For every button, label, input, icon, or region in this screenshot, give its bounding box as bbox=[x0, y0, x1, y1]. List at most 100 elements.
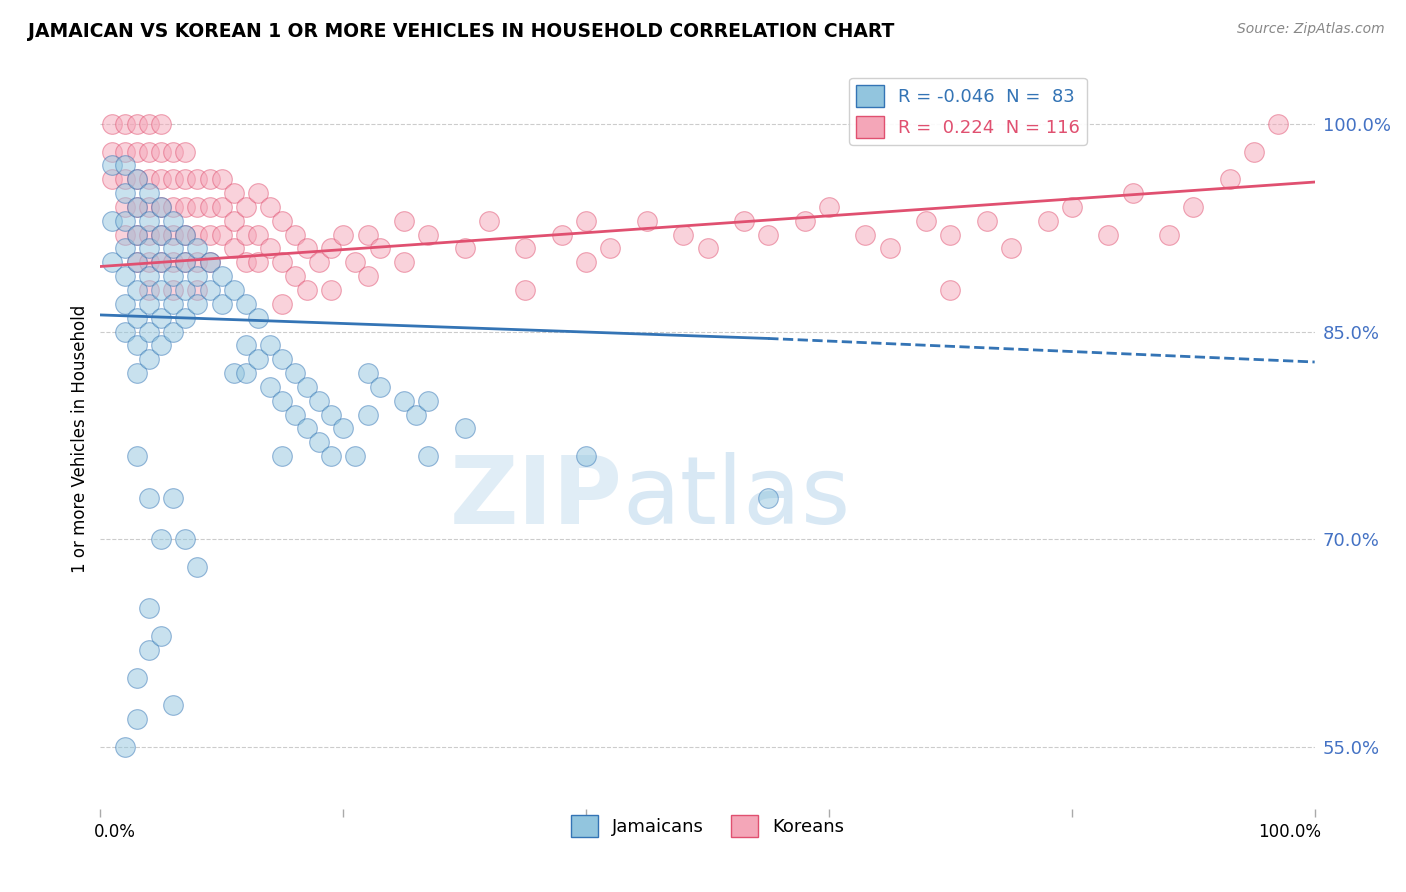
Point bbox=[150, 255, 173, 269]
Point bbox=[174, 255, 197, 269]
Point bbox=[756, 491, 779, 505]
Point bbox=[150, 200, 173, 214]
Point bbox=[101, 117, 124, 131]
Point bbox=[222, 283, 245, 297]
Point bbox=[356, 366, 378, 380]
Point bbox=[295, 380, 318, 394]
Point bbox=[114, 117, 136, 131]
Point bbox=[1036, 214, 1059, 228]
Point bbox=[733, 214, 755, 228]
Point bbox=[247, 352, 270, 367]
Point bbox=[222, 214, 245, 228]
Point bbox=[344, 255, 367, 269]
Point bbox=[575, 255, 598, 269]
Point bbox=[101, 145, 124, 159]
Point bbox=[150, 310, 173, 325]
Point bbox=[138, 491, 160, 505]
Point bbox=[162, 325, 184, 339]
Point bbox=[1267, 117, 1289, 131]
Point bbox=[259, 242, 281, 256]
Point bbox=[114, 172, 136, 186]
Point bbox=[271, 297, 294, 311]
Point bbox=[235, 255, 257, 269]
Point bbox=[271, 393, 294, 408]
Point bbox=[1182, 200, 1205, 214]
Point bbox=[211, 200, 233, 214]
Point bbox=[198, 283, 221, 297]
Point bbox=[138, 269, 160, 284]
Point bbox=[125, 449, 148, 463]
Point bbox=[392, 214, 415, 228]
Point bbox=[418, 449, 440, 463]
Point bbox=[150, 283, 173, 297]
Point bbox=[186, 297, 208, 311]
Point bbox=[162, 242, 184, 256]
Point bbox=[319, 242, 342, 256]
Point bbox=[138, 601, 160, 615]
Point bbox=[672, 227, 695, 242]
Point bbox=[696, 242, 718, 256]
Point bbox=[125, 255, 148, 269]
Point bbox=[138, 325, 160, 339]
Point bbox=[162, 283, 184, 297]
Point bbox=[150, 255, 173, 269]
Point bbox=[125, 145, 148, 159]
Point bbox=[575, 214, 598, 228]
Point bbox=[1097, 227, 1119, 242]
Text: 100.0%: 100.0% bbox=[1258, 823, 1320, 841]
Point bbox=[114, 214, 136, 228]
Point bbox=[368, 380, 391, 394]
Point bbox=[235, 297, 257, 311]
Point bbox=[125, 117, 148, 131]
Point bbox=[186, 200, 208, 214]
Point bbox=[198, 227, 221, 242]
Point bbox=[344, 449, 367, 463]
Point bbox=[174, 172, 197, 186]
Point bbox=[1000, 242, 1022, 256]
Point bbox=[793, 214, 815, 228]
Point bbox=[162, 145, 184, 159]
Point bbox=[198, 255, 221, 269]
Point bbox=[211, 172, 233, 186]
Point bbox=[125, 200, 148, 214]
Point bbox=[150, 145, 173, 159]
Point bbox=[174, 227, 197, 242]
Point bbox=[138, 643, 160, 657]
Point bbox=[1157, 227, 1180, 242]
Point bbox=[138, 242, 160, 256]
Point bbox=[114, 242, 136, 256]
Point bbox=[247, 255, 270, 269]
Point bbox=[247, 186, 270, 200]
Point bbox=[284, 366, 307, 380]
Point bbox=[174, 310, 197, 325]
Point bbox=[125, 200, 148, 214]
Point bbox=[235, 227, 257, 242]
Point bbox=[125, 172, 148, 186]
Point bbox=[138, 227, 160, 242]
Text: JAMAICAN VS KOREAN 1 OR MORE VEHICLES IN HOUSEHOLD CORRELATION CHART: JAMAICAN VS KOREAN 1 OR MORE VEHICLES IN… bbox=[28, 22, 894, 41]
Point bbox=[575, 449, 598, 463]
Point bbox=[405, 408, 427, 422]
Point bbox=[247, 310, 270, 325]
Point bbox=[818, 200, 841, 214]
Point bbox=[247, 227, 270, 242]
Point bbox=[1243, 145, 1265, 159]
Point bbox=[125, 227, 148, 242]
Point bbox=[114, 186, 136, 200]
Point bbox=[515, 242, 537, 256]
Point bbox=[915, 214, 938, 228]
Point bbox=[211, 269, 233, 284]
Point bbox=[174, 255, 197, 269]
Point bbox=[259, 338, 281, 352]
Point bbox=[150, 227, 173, 242]
Point bbox=[636, 214, 658, 228]
Point bbox=[939, 227, 962, 242]
Point bbox=[162, 255, 184, 269]
Point bbox=[284, 269, 307, 284]
Point bbox=[125, 227, 148, 242]
Point bbox=[125, 366, 148, 380]
Point bbox=[295, 283, 318, 297]
Point bbox=[186, 242, 208, 256]
Point bbox=[1121, 186, 1143, 200]
Point bbox=[125, 671, 148, 685]
